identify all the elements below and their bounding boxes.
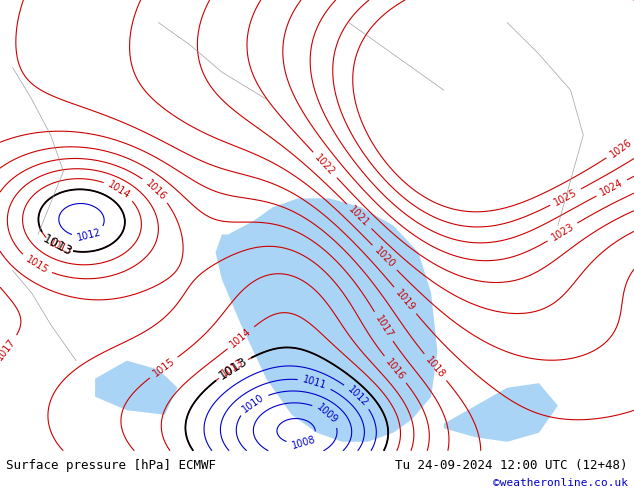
Text: Tu 24-09-2024 12:00 UTC (12+48): Tu 24-09-2024 12:00 UTC (12+48)	[395, 459, 628, 472]
Text: 1017: 1017	[373, 314, 394, 340]
Text: 1013: 1013	[216, 354, 250, 382]
Text: 1025: 1025	[552, 187, 579, 207]
Text: 1022: 1022	[313, 152, 337, 177]
Text: 1013: 1013	[40, 232, 74, 259]
Text: 1020: 1020	[372, 245, 397, 270]
Text: 1016: 1016	[384, 357, 407, 382]
Text: 1012: 1012	[76, 228, 102, 244]
Text: 1024: 1024	[598, 178, 625, 198]
Text: 1015: 1015	[23, 254, 49, 276]
Text: 1010: 1010	[240, 392, 266, 415]
Text: ©weatheronline.co.uk: ©weatheronline.co.uk	[493, 478, 628, 488]
Text: 1016: 1016	[143, 178, 168, 202]
Text: 1026: 1026	[608, 137, 633, 159]
Text: 1023: 1023	[550, 221, 576, 243]
Text: 1012: 1012	[345, 384, 370, 408]
Text: 1015: 1015	[151, 356, 176, 379]
Text: 1018: 1018	[424, 355, 447, 380]
Text: 1019: 1019	[394, 288, 417, 313]
Text: 1017: 1017	[0, 336, 18, 362]
Text: 1013: 1013	[47, 238, 74, 257]
Text: 1011: 1011	[301, 374, 328, 391]
Text: Surface pressure [hPa] ECMWF: Surface pressure [hPa] ECMWF	[6, 459, 216, 472]
Text: 1009: 1009	[315, 402, 340, 426]
Text: 1021: 1021	[347, 204, 372, 228]
Text: 1008: 1008	[290, 434, 316, 451]
Text: 1014: 1014	[228, 326, 254, 349]
Text: 1014: 1014	[106, 179, 133, 201]
Text: 1013: 1013	[220, 358, 246, 379]
